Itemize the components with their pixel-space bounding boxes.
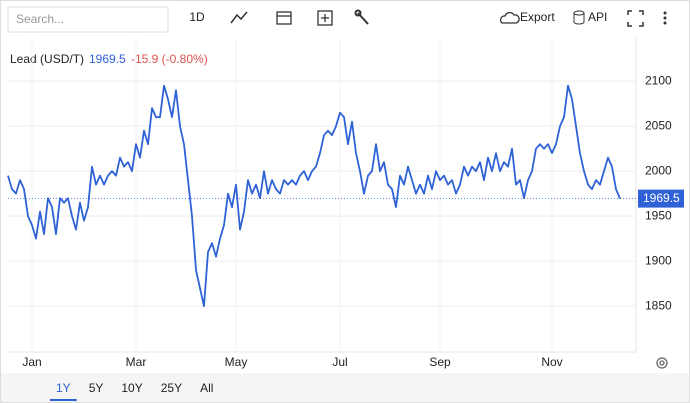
- x-tick-label: Jan: [22, 355, 41, 369]
- y-tick-label: 1950: [645, 208, 672, 222]
- range-button[interactable]: 1Y: [56, 381, 71, 395]
- range-bar: [1, 373, 689, 402]
- menu-icon[interactable]: [663, 11, 667, 25]
- x-tick-label: May: [225, 355, 248, 369]
- search-placeholder: Search...: [16, 12, 64, 26]
- last-price: 1969.5: [89, 52, 126, 66]
- y-tick-label: 1900: [645, 253, 672, 267]
- x-tick-label: Sep: [429, 355, 451, 369]
- export-icon[interactable]: [500, 11, 520, 24]
- add-icon[interactable]: [317, 10, 333, 26]
- price-line: [7, 84, 621, 308]
- y-tick-label: 2000: [645, 163, 672, 177]
- settings-icon[interactable]: [656, 357, 668, 369]
- calendar-icon[interactable]: [276, 11, 292, 25]
- x-tick-label: Jul: [332, 355, 347, 369]
- y-tick-label: 2050: [645, 118, 672, 132]
- interval-button[interactable]: 1D: [189, 10, 205, 24]
- tool-icon[interactable]: [354, 9, 369, 25]
- api-button[interactable]: API: [588, 10, 607, 24]
- chart-type-icon[interactable]: [230, 11, 248, 24]
- api-icon-body: [573, 13, 585, 25]
- export-button[interactable]: Export: [520, 10, 555, 24]
- y-tick-label: 1850: [645, 298, 672, 312]
- last-price-badge: [638, 189, 684, 208]
- x-tick-label: Mar: [126, 355, 147, 369]
- instrument-name: Lead (USD/T): [10, 52, 84, 66]
- range-button[interactable]: 25Y: [161, 381, 182, 395]
- range-button[interactable]: 10Y: [121, 381, 142, 395]
- y-tick-label: 2100: [645, 73, 672, 87]
- last-price-label: 1969.5: [643, 191, 680, 205]
- search-box[interactable]: [7, 6, 169, 33]
- fullscreen-icon[interactable]: [627, 10, 644, 27]
- x-tick-label: Nov: [541, 355, 562, 369]
- range-button[interactable]: 5Y: [89, 381, 104, 395]
- price-change: -15.9 (-0.80%): [131, 52, 208, 66]
- range-button[interactable]: All: [200, 381, 213, 395]
